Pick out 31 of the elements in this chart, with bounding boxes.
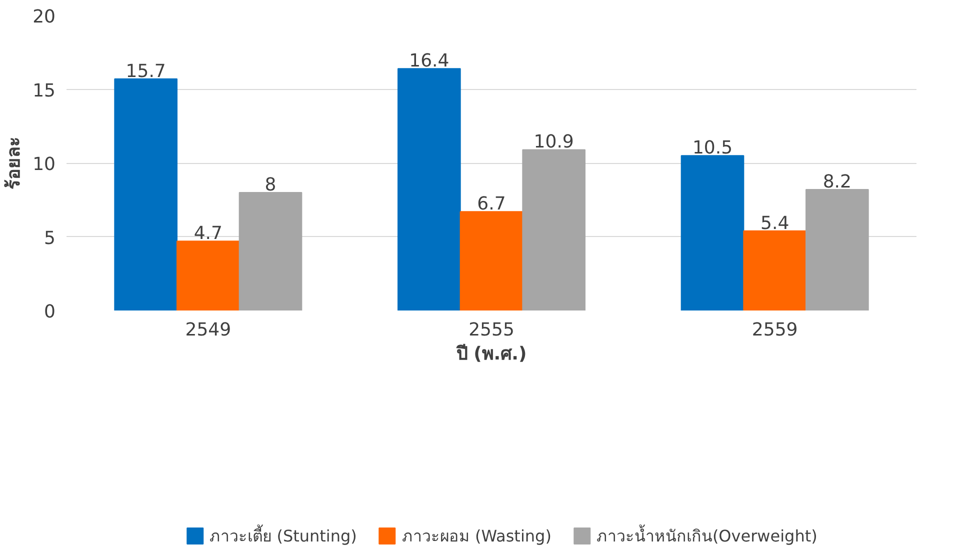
x-axis-title: ปี (พ.ศ.) bbox=[455, 344, 527, 364]
y-tick-label: 20 bbox=[32, 6, 56, 28]
data-label: 10.9 bbox=[534, 132, 574, 153]
legend-label: ภาวะผอม (Wasting) bbox=[402, 525, 552, 547]
bar bbox=[176, 240, 240, 310]
bar bbox=[398, 68, 461, 310]
data-label: 4.7 bbox=[194, 223, 222, 244]
data-label: 16.4 bbox=[409, 50, 450, 72]
x-tick-label: 2559 bbox=[752, 320, 798, 340]
bar bbox=[460, 211, 524, 310]
data-label: 8.2 bbox=[822, 172, 852, 193]
bar bbox=[238, 192, 302, 310]
y-tick-label: 0 bbox=[44, 302, 56, 322]
bar bbox=[806, 189, 869, 310]
bar bbox=[522, 149, 586, 310]
data-label: 6.7 bbox=[477, 194, 506, 215]
data-label: 15.7 bbox=[126, 60, 166, 82]
data-label: 8 bbox=[264, 174, 276, 196]
bar bbox=[114, 78, 178, 310]
y-tick-label: 5 bbox=[44, 228, 56, 249]
x-tick-label: 2555 bbox=[468, 320, 514, 340]
y-axis-title: ร้อยละ bbox=[4, 136, 25, 190]
legend-label: ภาวะเตี้ย (Stunting) bbox=[210, 524, 357, 547]
y-tick-label: 10 bbox=[32, 154, 56, 175]
x-tick-label: 2549 bbox=[185, 320, 232, 340]
y-tick-label: 15 bbox=[32, 80, 56, 102]
data-label: 10.5 bbox=[692, 138, 733, 159]
legend-label: ภาวะน้ำหนักเกิน(Overweight) bbox=[596, 524, 818, 547]
data-label: 5.4 bbox=[760, 212, 790, 234]
bar bbox=[680, 155, 744, 310]
bar bbox=[743, 230, 806, 310]
